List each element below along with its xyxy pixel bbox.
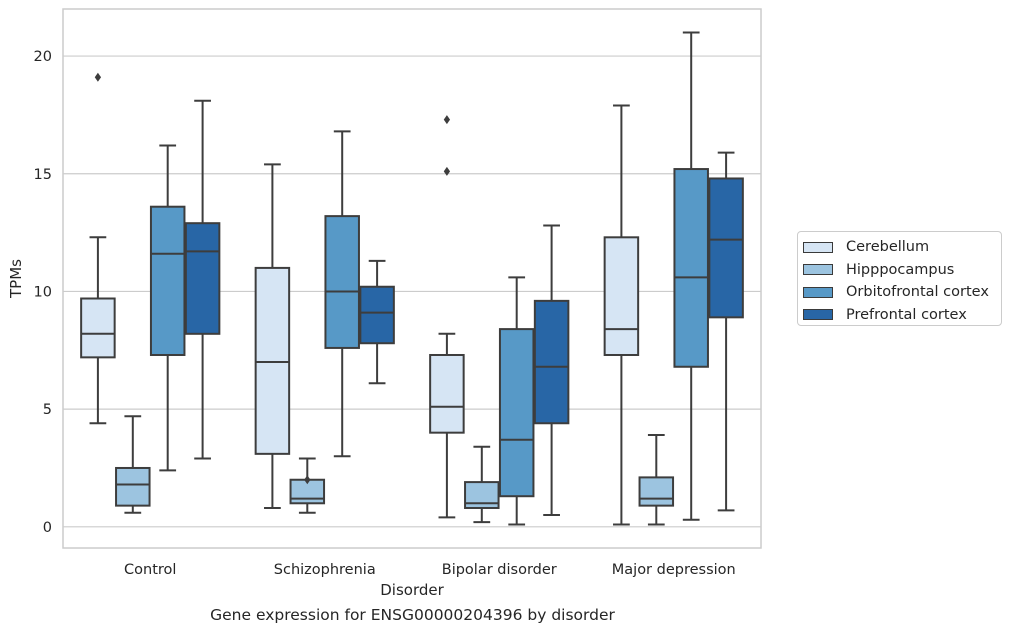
y-tick-label: 15: [34, 167, 52, 183]
legend-label: Prefrontal cortex: [846, 306, 967, 323]
box-body: [324, 215, 360, 349]
box-body: [533, 299, 570, 425]
legend-item: Orbitofrontal cortex: [803, 281, 1001, 304]
outlier-point: [443, 115, 451, 125]
box-cerebellum: [429, 115, 465, 519]
box-prefrontal-cortex: [184, 99, 221, 460]
box-hipppocampus: [289, 457, 326, 514]
legend-swatch: [803, 264, 833, 276]
box-body: [673, 168, 709, 368]
box-body: [359, 285, 395, 345]
box-cerebellum: [603, 104, 640, 526]
legend-item: Cerebellum: [803, 236, 1001, 259]
legend-label: Orbitofrontal cortex: [846, 284, 989, 301]
box-body: [115, 466, 151, 507]
box-body: [184, 222, 221, 335]
box-orbitofrontal-cortex: [149, 144, 186, 472]
outlier-point: [304, 475, 311, 485]
box-orbitofrontal-cortex: [498, 276, 535, 526]
x-tick-label: Bipolar disorder: [442, 562, 557, 578]
legend-item: Hipppocampus: [803, 259, 1001, 282]
box-prefrontal-cortex: [533, 224, 570, 517]
legend-swatch: [803, 241, 833, 253]
outlier-point: [94, 72, 102, 82]
x-tick-label: Major depression: [612, 562, 736, 578]
x-tick-labels: Control Schizophrenia Bipolar disorder Majo…: [124, 562, 736, 578]
box-orbitofrontal-cortex: [324, 130, 360, 458]
box-body: [498, 328, 535, 498]
plot-frame: [62, 8, 762, 549]
box-body: [708, 177, 744, 319]
x-axis-title: Disorder: [380, 581, 444, 599]
box-prefrontal-cortex: [359, 259, 395, 385]
box-prefrontal-cortex: [708, 151, 744, 512]
box-cerebellum: [254, 163, 291, 509]
y-tick-label: 5: [43, 402, 52, 418]
legend-label: Cerebellum: [846, 239, 930, 256]
y-tick-label: 20: [34, 49, 52, 65]
box-body: [149, 205, 186, 356]
legend-item: Prefrontal cortex: [803, 304, 1001, 327]
y-tick-label: 10: [34, 284, 52, 300]
legend-swatch: [803, 286, 833, 298]
box-layer: [80, 31, 744, 526]
box-body: [603, 236, 640, 356]
outlier-point: [443, 166, 451, 176]
legend: Cerebellum Hipppocampus Orbitofrontal co…: [797, 231, 1002, 326]
figure-caption: Gene expression for ENSG00000204396 by d…: [210, 606, 615, 624]
x-tick-label: Control: [124, 562, 176, 578]
y-tick-labels: 0 5 10 15 20: [34, 49, 52, 536]
box-orbitofrontal-cortex: [673, 31, 709, 521]
legend-swatch: [803, 309, 833, 321]
box-cerebellum: [80, 72, 116, 425]
y-tick-label: 0: [43, 520, 52, 536]
box-body: [254, 266, 291, 455]
y-axis-title: TPMs: [7, 259, 25, 299]
box-body: [80, 297, 116, 359]
box-hipppocampus: [464, 445, 500, 524]
box-body: [638, 476, 675, 507]
x-tick-label: Schizophrenia: [274, 562, 376, 578]
legend-label: Hipppocampus: [846, 261, 955, 278]
box-body: [429, 353, 465, 434]
box-hipppocampus: [115, 415, 151, 514]
box-hipppocampus: [638, 434, 675, 526]
